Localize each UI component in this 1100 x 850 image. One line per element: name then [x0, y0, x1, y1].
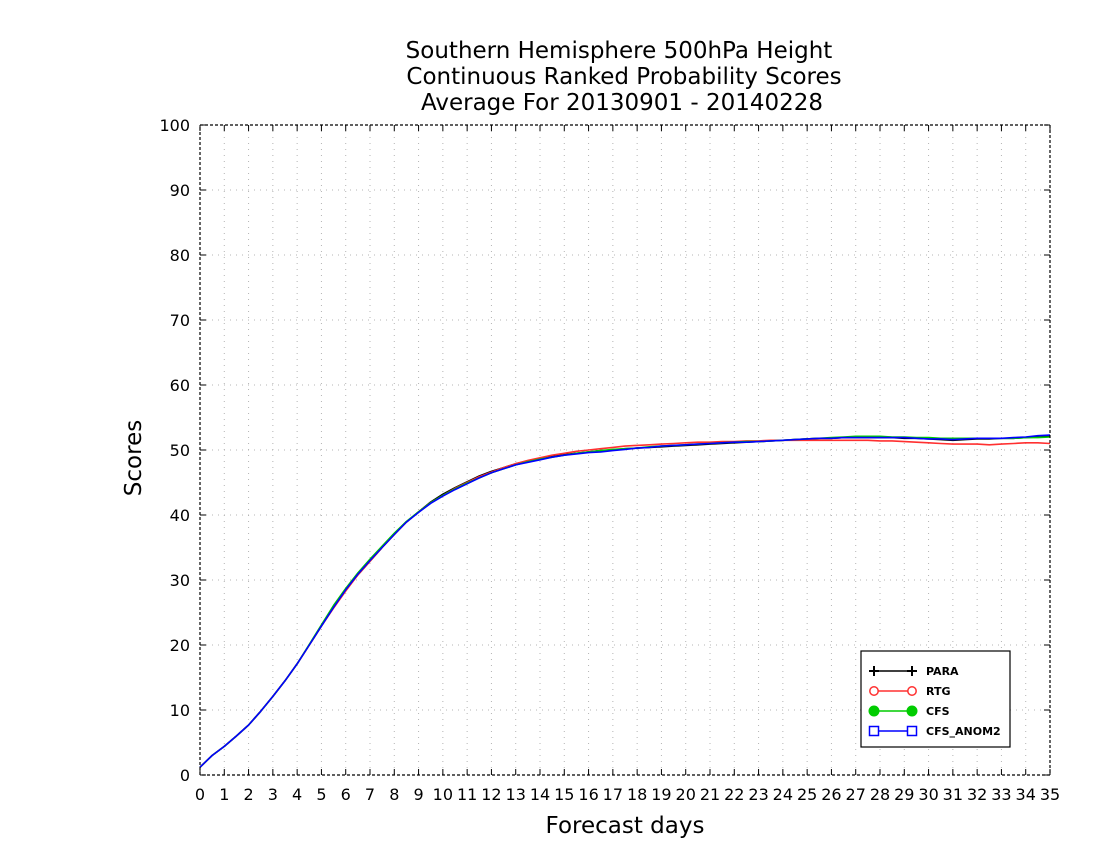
x-tick-label-31: 31	[943, 785, 963, 804]
series-layer	[199, 434, 1051, 768]
x-tick-label-30: 30	[918, 785, 938, 804]
x-tick-label-32: 32	[967, 785, 987, 804]
x-tick-label-6: 6	[341, 785, 351, 804]
legend-marker-para-2	[907, 666, 917, 676]
title-line-3: Average For 20130901 - 20140228	[421, 90, 823, 116]
x-tick-label-22: 22	[724, 785, 744, 804]
x-tick-label-28: 28	[870, 785, 890, 804]
y-tick-label-50: 50	[170, 441, 190, 460]
x-tick-label-4: 4	[292, 785, 302, 804]
legend-marker-cfs-1	[868, 705, 880, 717]
x-tick-label-26: 26	[821, 785, 841, 804]
legend-label-cfs: CFS	[926, 705, 950, 718]
y-tick-label-30: 30	[170, 571, 190, 590]
x-tick-label-20: 20	[676, 785, 696, 804]
x-tick-label-16: 16	[578, 785, 598, 804]
x-tick-label-12: 12	[481, 785, 501, 804]
legend-marker-cfs-anom2-2	[906, 725, 918, 737]
x-tick-label-7: 7	[365, 785, 375, 804]
x-tick-label-2: 2	[243, 785, 253, 804]
x-tick-label-14: 14	[530, 785, 550, 804]
x-tick-label-21: 21	[700, 785, 720, 804]
x-tick-label-5: 5	[316, 785, 326, 804]
legend-marker-cfs-anom2-1	[868, 725, 880, 737]
legend-label-cfs-anom2: CFS_ANOM2	[926, 725, 1001, 738]
x-tick-label-24: 24	[773, 785, 793, 804]
x-tick-label-8: 8	[389, 785, 399, 804]
x-tick-label-27: 27	[846, 785, 866, 804]
x-tick-label-25: 25	[797, 785, 817, 804]
x-tick-label-0: 0	[195, 785, 205, 804]
y-tick-label-40: 40	[170, 506, 190, 525]
legend-marker-rtg-1	[869, 686, 879, 696]
legend-marker-rtg-2	[907, 686, 917, 696]
axes: 0 1 2 3 4 5 6 7 8 9 10 11 12 13 14 15 16 17 18 19 20 21 22 23 24…	[159, 116, 1060, 804]
y-tick-label-20: 20	[170, 636, 190, 655]
x-tick-label-19: 19	[651, 785, 671, 804]
y-tick-label-100: 100	[159, 116, 190, 135]
x-tick-label-3: 3	[268, 785, 278, 804]
legend-marker-cfs-2	[906, 705, 918, 717]
x-tick-label-29: 29	[894, 785, 914, 804]
x-tick-label-15: 15	[554, 785, 574, 804]
y-axis-title: Scores	[121, 420, 147, 496]
y-tick-label-10: 10	[170, 701, 190, 720]
x-tick-label-23: 23	[748, 785, 768, 804]
x-tick-label-33: 33	[991, 785, 1011, 804]
title-line-1: Southern Hemisphere 500hPa Height	[406, 38, 833, 64]
y-tick-label-80: 80	[170, 246, 190, 265]
series-line-cfs-anom2	[199, 434, 1051, 768]
chart-title: Southern Hemisphere 500hPa Height Contin…	[406, 38, 842, 116]
legend-label-rtg: RTG	[926, 685, 951, 698]
x-tick-label-17: 17	[603, 785, 623, 804]
x-tick-label-34: 34	[1016, 785, 1036, 804]
x-tick-label-11: 11	[457, 785, 477, 804]
x-tick-label-1: 1	[219, 785, 229, 804]
x-tick-label-35: 35	[1040, 785, 1060, 804]
x-tick-label-18: 18	[627, 785, 647, 804]
legend: PARA RTG CFS CFS_ANOM2	[860, 650, 1011, 748]
y-tick-label-60: 60	[170, 376, 190, 395]
title-line-2: Continuous Ranked Probability Scores	[406, 64, 841, 90]
x-tick-label-10: 10	[433, 785, 453, 804]
x-tick-label-13: 13	[506, 785, 526, 804]
x-tick-label-9: 9	[413, 785, 423, 804]
y-tick-label-0: 0	[180, 766, 190, 785]
x-axis-title: Forecast days	[546, 813, 705, 839]
legend-label-para: PARA	[926, 665, 959, 678]
y-tick-label-70: 70	[170, 311, 190, 330]
y-tick-label-90: 90	[170, 181, 190, 200]
legend-marker-para-1	[869, 666, 879, 676]
